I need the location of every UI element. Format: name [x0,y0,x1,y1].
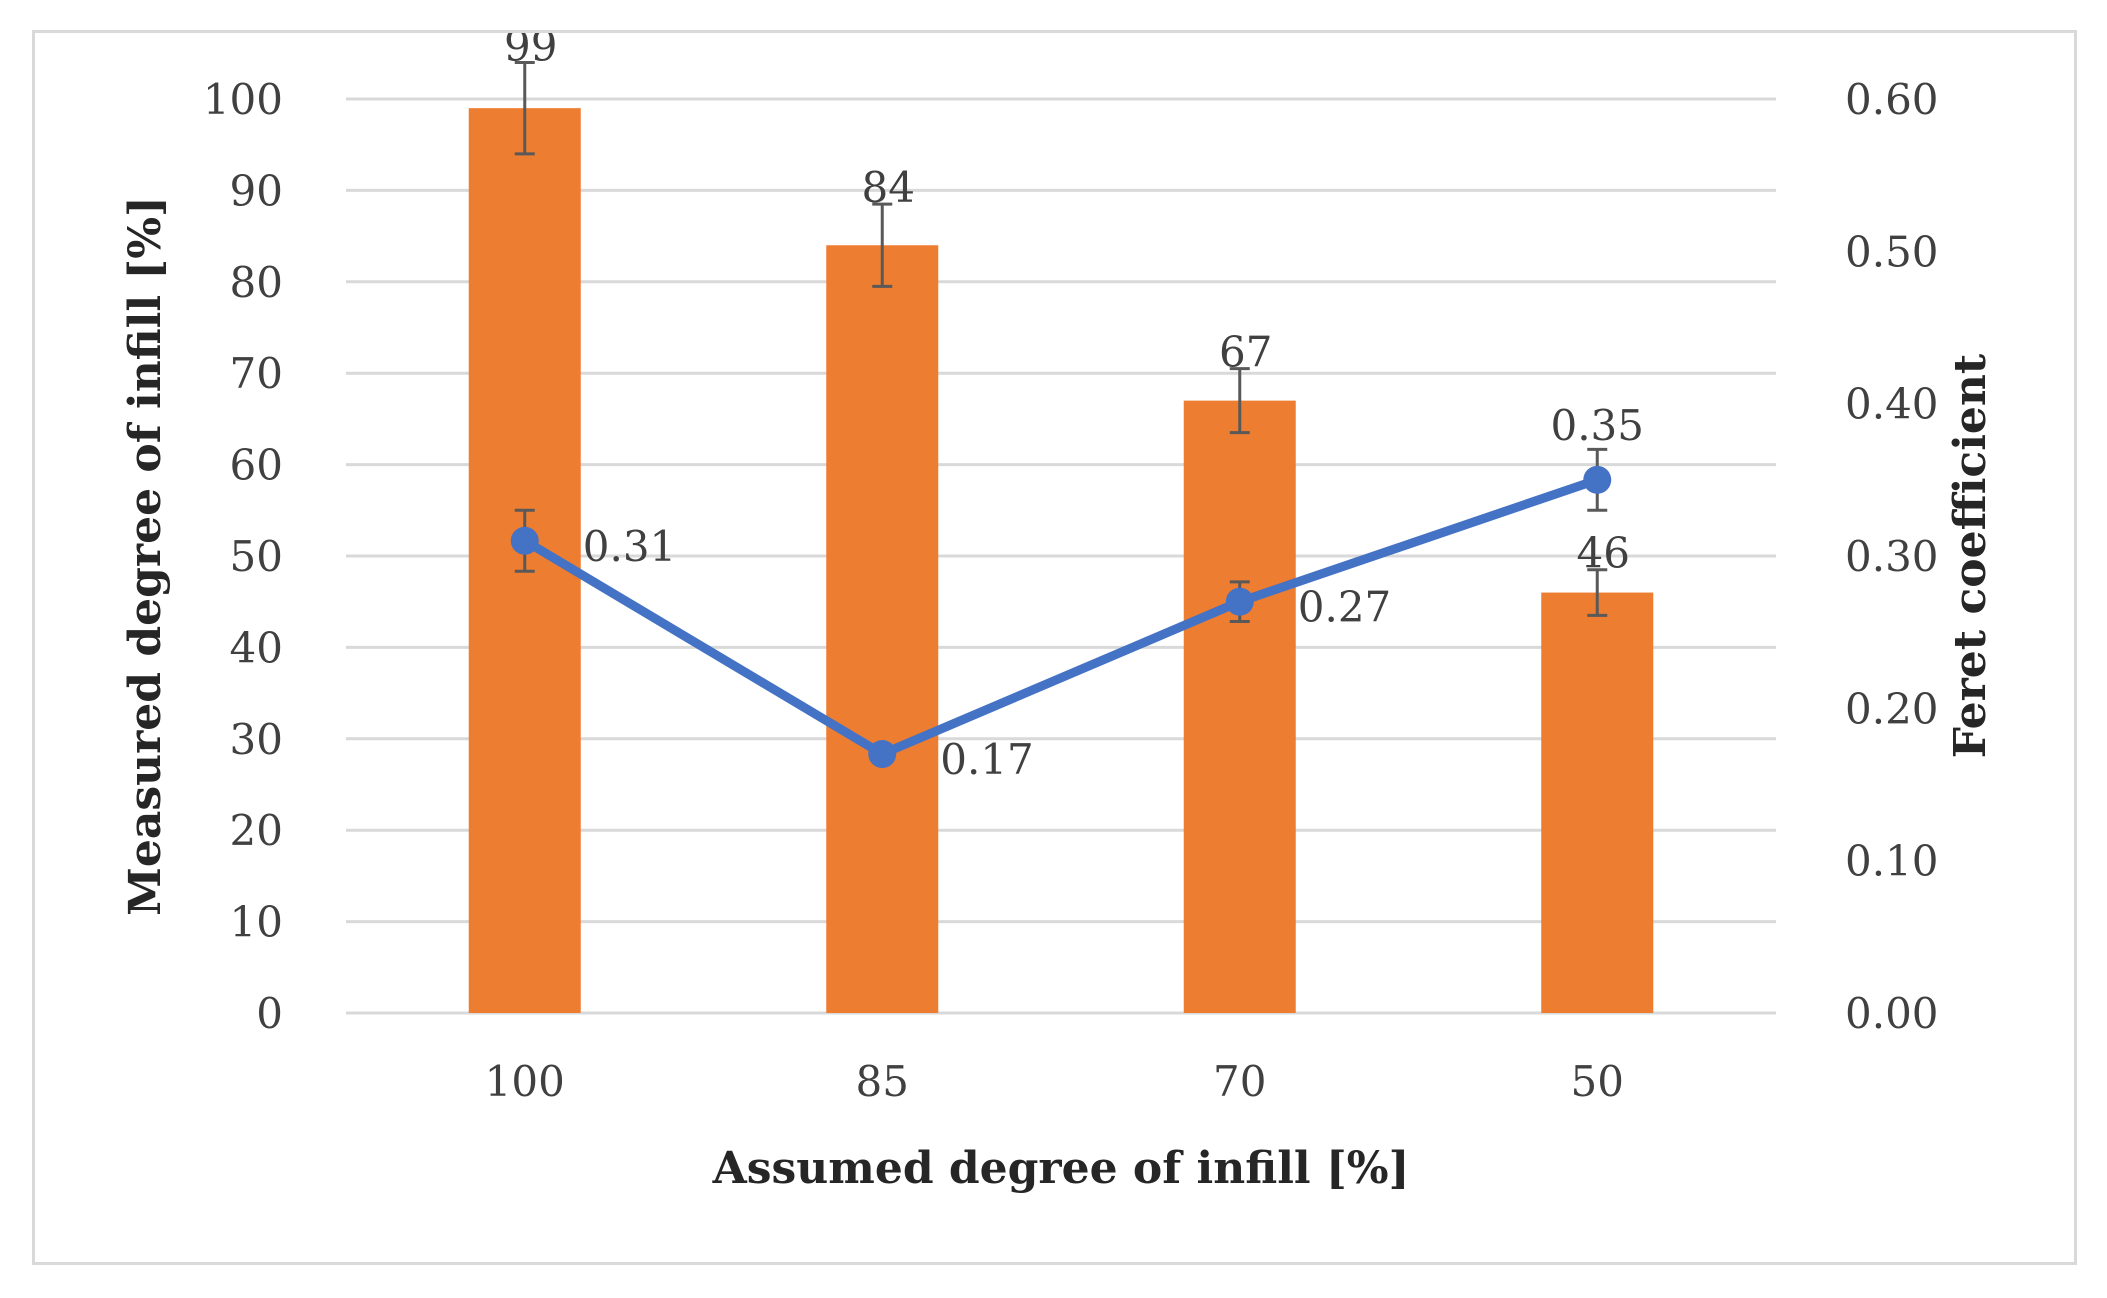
bar [1183,400,1296,1013]
bar [826,245,939,1014]
bar-data-label: 67 [1219,328,1272,377]
x-tick-label: 70 [1213,1057,1266,1106]
line-data-label: 0.31 [583,522,677,571]
y-tick-label: 60 [230,441,283,490]
y-tick-label: 20 [230,806,283,855]
bar [1541,592,1654,1013]
line-data-label: 0.35 [1550,401,1644,450]
y2-tick-label: 0.60 [1845,75,1939,124]
y-axis-title: Measured degree of infill [%] [120,196,171,916]
x-tick-label: 100 [485,1057,565,1106]
bar-data-label: 99 [504,33,557,70]
x-tick-label: 50 [1571,1057,1624,1106]
y-tick-label: 80 [230,258,283,307]
bar-data-label: 84 [862,163,915,212]
y-tick-label: 10 [230,898,283,947]
y2-tick-label: 0.20 [1845,684,1939,733]
y2-tick-label: 0.00 [1845,989,1939,1038]
y-tick-label: 100 [203,75,283,124]
feret-point [510,526,539,555]
feret-point [868,740,897,769]
line-data-label: 0.27 [1298,583,1392,632]
chart-svg: 0 10 20 30 40 50 60 70 80 90 100 0.00 0.10 0.20 0.30 0.… [120,33,1996,1194]
x-tick-label: 85 [856,1057,909,1106]
bar-data-label: 46 [1577,529,1630,578]
y-tick-label: 50 [230,532,283,581]
feret-point [1225,587,1254,616]
y-tick-label: 70 [230,349,283,398]
chart-frame: 0 10 20 30 40 50 60 70 80 90 100 0.00 0.10 0.20 0.30 0.… [32,30,2077,1265]
y2-tick-label: 0.10 [1845,837,1939,886]
y-tick-label: 30 [230,715,283,764]
y2-tick-label: 0.30 [1845,532,1939,581]
y2-tick-label: 0.50 [1845,227,1939,276]
x-axis-title: Assumed degree of infill [%] [712,1143,1410,1194]
feret-line [520,475,1602,759]
line-data-label: 0.17 [940,735,1034,784]
y2-tick-label: 0.40 [1845,380,1939,429]
y-tick-label: 0 [256,989,283,1038]
y-tick-label: 90 [230,166,283,215]
y2-axis-title: Feret coefficient [1945,353,1996,758]
feret-point [1583,465,1612,494]
y-tick-label: 40 [230,623,283,672]
